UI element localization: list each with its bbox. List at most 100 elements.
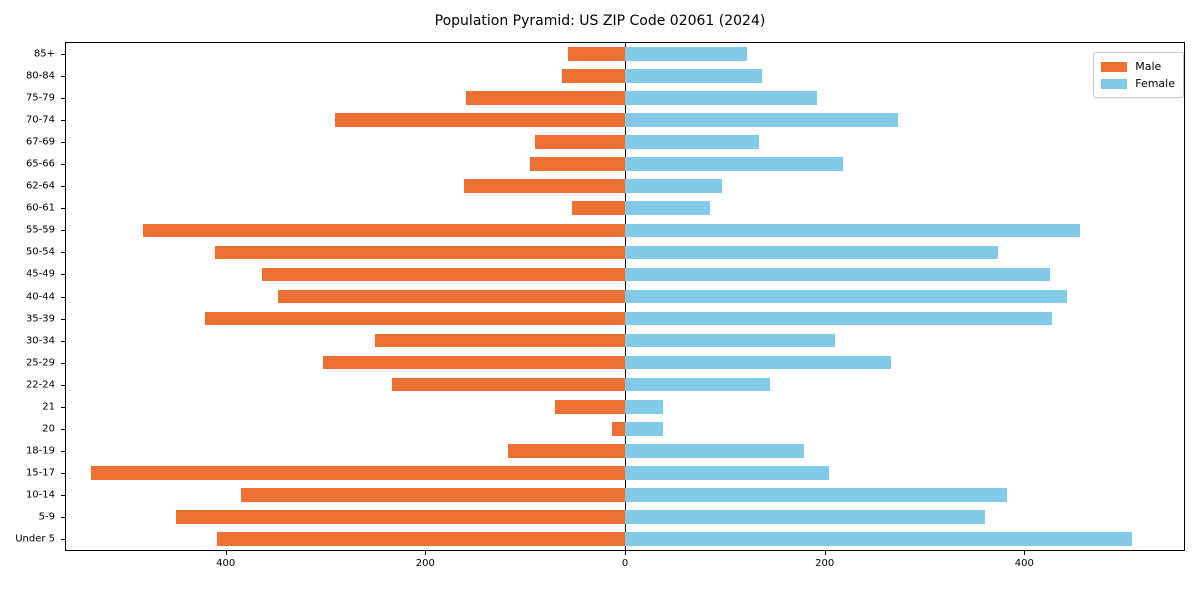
y-tick-mark xyxy=(61,406,65,408)
x-tick-mark xyxy=(824,551,826,555)
bar-male xyxy=(612,421,625,436)
y-tick-mark xyxy=(61,362,65,364)
legend-item-female[interactable]: Female xyxy=(1101,75,1175,92)
y-tick-label: 25-29 xyxy=(25,357,55,369)
x-tick-label: 0 xyxy=(621,558,629,569)
bar-group-35-39 xyxy=(66,311,1184,326)
bar-female xyxy=(625,47,747,61)
bar-female xyxy=(625,532,1133,546)
bar-group-45-49 xyxy=(66,267,1184,282)
bar-male xyxy=(261,267,625,282)
y-tick-label: 65-66 xyxy=(25,158,55,170)
y-tick-mark xyxy=(61,252,65,254)
legend-label: Male xyxy=(1135,60,1162,73)
bar-female xyxy=(625,289,1068,304)
bar-male xyxy=(508,443,625,458)
y-tick-mark xyxy=(61,318,65,320)
bar-group-80-84 xyxy=(66,69,1184,83)
bar-group-70-74 xyxy=(66,113,1184,127)
x-tick-label: 400 xyxy=(1014,558,1034,569)
x-tick-mark xyxy=(625,551,626,555)
y-tick-label: 50-54 xyxy=(25,246,55,258)
bar-male xyxy=(142,223,625,238)
y-tick-mark xyxy=(61,54,65,56)
bar-male xyxy=(334,113,625,127)
bar-female xyxy=(625,179,722,194)
y-tick-mark xyxy=(61,142,65,144)
bar-group-55-59 xyxy=(66,223,1184,238)
bar-group-under-5 xyxy=(66,532,1184,546)
y-tick-label: 10-14 xyxy=(25,489,55,501)
bar-group-62-64 xyxy=(66,179,1184,194)
bar-female xyxy=(625,466,829,480)
bar-male xyxy=(175,510,625,524)
x-tick-label: 200 xyxy=(415,558,435,569)
bar-female xyxy=(625,91,817,105)
y-tick-mark xyxy=(61,450,65,452)
bar-male xyxy=(464,179,625,194)
legend-swatch-female xyxy=(1101,78,1128,89)
y-tick-mark xyxy=(61,340,65,342)
bar-male xyxy=(322,355,625,370)
y-tick-mark xyxy=(61,296,65,298)
y-tick-label: Under 5 xyxy=(15,533,55,545)
y-tick-label: 40-44 xyxy=(25,291,55,302)
y-tick-mark xyxy=(61,472,65,474)
y-tick-label: 85+ xyxy=(33,48,55,60)
y-tick-label: 18-19 xyxy=(25,445,55,457)
bar-group-75-79 xyxy=(66,91,1184,105)
bar-female xyxy=(625,333,835,348)
bar-male xyxy=(240,488,625,502)
y-tick-mark xyxy=(61,274,65,276)
bar-female xyxy=(625,421,663,436)
bar-group-40-44 xyxy=(66,289,1184,304)
y-tick-label: 21 xyxy=(42,401,55,413)
bar-male xyxy=(530,157,625,172)
y-tick-label: 30-34 xyxy=(25,335,55,347)
bar-group-25-29 xyxy=(66,355,1184,370)
bar-male xyxy=(572,201,625,216)
x-tick-label: 400 xyxy=(216,558,236,569)
y-tick-mark xyxy=(61,384,65,386)
y-tick-label: 20 xyxy=(42,423,55,435)
bar-female xyxy=(625,201,710,216)
y-tick-label: 35-39 xyxy=(25,313,55,325)
bar-group-50-54 xyxy=(66,245,1184,260)
bar-male xyxy=(535,135,625,150)
legend-swatch-male xyxy=(1101,61,1128,72)
x-tick-label: 200 xyxy=(815,558,835,569)
bar-female xyxy=(625,267,1051,282)
y-tick-mark xyxy=(61,208,65,210)
y-tick-mark xyxy=(61,494,65,496)
bar-female xyxy=(625,223,1081,238)
bar-male xyxy=(392,377,625,392)
y-tick-mark xyxy=(61,76,65,78)
bar-group-85- xyxy=(66,47,1184,61)
bar-male xyxy=(214,245,625,260)
y-tick-label: 22-24 xyxy=(25,379,55,391)
y-tick-label: 67-69 xyxy=(25,136,55,148)
bar-female xyxy=(625,443,804,458)
bar-female xyxy=(625,355,891,370)
bar-group-65-66 xyxy=(66,157,1184,172)
legend-item-male[interactable]: Male xyxy=(1101,58,1175,75)
bar-female xyxy=(625,510,986,524)
bar-female xyxy=(625,311,1053,326)
bar-male xyxy=(568,47,625,61)
bar-group-67-69 xyxy=(66,135,1184,150)
bar-male xyxy=(90,466,625,480)
x-tick-mark xyxy=(225,551,227,555)
chart-legend: Male Female xyxy=(1093,52,1184,98)
chart-title: Population Pyramid: US ZIP Code 02061 (2… xyxy=(434,13,766,29)
y-tick-label: 70-74 xyxy=(25,114,55,126)
plot-area xyxy=(65,42,1185,551)
bar-male xyxy=(216,532,625,546)
bar-female xyxy=(625,245,999,260)
y-tick-label: 62-64 xyxy=(25,180,55,192)
bar-group-20 xyxy=(66,421,1184,436)
bar-group-22-24 xyxy=(66,377,1184,392)
bar-group-15-17 xyxy=(66,466,1184,480)
legend-label: Female xyxy=(1135,77,1175,90)
x-tick-mark xyxy=(425,551,427,555)
